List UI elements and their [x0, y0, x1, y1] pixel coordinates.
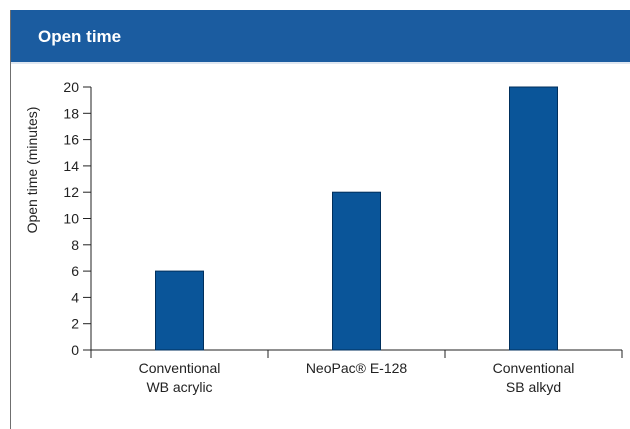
y-tick-label: 2 [71, 316, 79, 332]
x-tick-labels: Conventional WB acrylic NeoPac® E-128 Conve… [139, 360, 575, 395]
bars [155, 86, 558, 351]
y-tick-label: 8 [71, 237, 79, 253]
header-divider [11, 62, 630, 64]
x-tick-label: SB alkyd [506, 379, 561, 395]
x-tick-label: Conventional [139, 360, 221, 376]
y-axis-title: Open time (minutes) [24, 107, 40, 234]
y-axis-title-group: Open time (minutes) [24, 107, 40, 234]
y-tick-label: 10 [63, 211, 79, 227]
x-tick-label: NeoPac® E-128 [306, 360, 408, 376]
panel-header: Open time [11, 10, 630, 62]
y-tick-label: 16 [63, 132, 79, 148]
y-tick-label: 0 [71, 342, 79, 358]
bar [509, 86, 558, 351]
y-tick-label: 18 [63, 105, 79, 121]
bar [332, 191, 381, 351]
y-tick-label: 6 [71, 263, 79, 279]
chart-panel: Open time [10, 10, 630, 429]
y-tick-labels: 0 2 4 6 8 10 12 14 16 18 20 [63, 79, 79, 358]
y-tick-label: 14 [63, 158, 79, 174]
y-tick-label: 12 [63, 184, 79, 200]
x-tick-label: Conventional [493, 360, 575, 376]
bar [155, 270, 204, 351]
y-tick-label: 4 [71, 289, 79, 305]
panel-title: Open time [38, 27, 122, 46]
y-tick-label: 20 [63, 79, 79, 95]
x-tick-label: WB acrylic [146, 379, 212, 395]
